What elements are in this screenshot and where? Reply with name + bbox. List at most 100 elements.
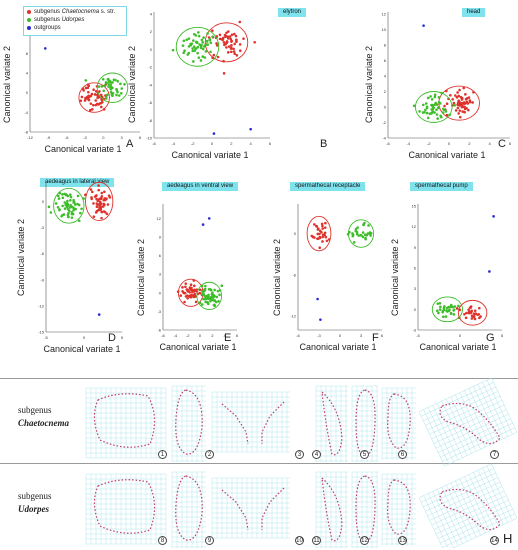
data-point [460, 105, 464, 109]
data-point [94, 211, 98, 214]
x-tick-label: 3 [360, 333, 363, 338]
data-point [233, 32, 236, 36]
figure-number: 11 [312, 536, 321, 545]
data-point [199, 59, 203, 62]
data-point [218, 293, 221, 297]
y-tick-label: 6 [414, 266, 417, 271]
data-point [186, 290, 190, 293]
data-point [233, 42, 236, 46]
data-point [94, 89, 98, 93]
data-point [439, 305, 442, 309]
y-tick-label: 0 [42, 199, 45, 204]
data-point [357, 234, 361, 237]
x-tick-label: 4 [250, 141, 253, 146]
x-tick-label: -5 [416, 333, 420, 338]
data-point [352, 241, 356, 244]
data-point [367, 224, 370, 227]
data-point [321, 240, 324, 243]
data-point [201, 41, 205, 44]
data-point [452, 101, 456, 105]
data-point [203, 56, 207, 59]
data-point [106, 93, 109, 97]
data-point [222, 72, 226, 75]
x-tick-label: -4 [407, 141, 411, 146]
data-point [310, 234, 314, 238]
data-point [323, 226, 327, 229]
x-tick-label: 0 [83, 335, 86, 340]
data-point [426, 116, 430, 120]
data-point [443, 305, 446, 308]
scatter-plot-e: -6 -4 -2 0 2 4 6 -6 -3 0 3 6 9 12 [157, 204, 239, 338]
data-point [441, 315, 445, 319]
data-point [463, 110, 466, 114]
data-point [194, 47, 198, 50]
data-point [88, 95, 91, 98]
data-point [109, 90, 113, 94]
panel-title-d: aedeagus in lateral view [40, 178, 115, 187]
data-point [93, 93, 97, 96]
data-point [355, 230, 359, 234]
data-point [107, 77, 110, 81]
data-point [192, 284, 196, 288]
data-point [238, 43, 242, 46]
data-point [211, 29, 214, 32]
y-tick-label: 12 [412, 224, 417, 229]
data-point [208, 37, 212, 41]
data-point [197, 56, 201, 59]
legend-label-italic: Chaetocnema [61, 9, 100, 15]
data-point [209, 288, 213, 292]
data-point [433, 93, 437, 97]
figure-number: 14 [490, 536, 499, 545]
data-point [116, 90, 119, 94]
legend-item-udorpes: subgenus Udorpes [27, 16, 123, 24]
data-point [60, 214, 63, 218]
data-point [192, 32, 196, 36]
data-point [181, 44, 185, 47]
data-point [99, 93, 103, 97]
data-point [422, 103, 425, 107]
figure-number: 9 [205, 536, 214, 545]
data-point [98, 90, 101, 93]
data-point [320, 222, 324, 226]
data-point [362, 223, 365, 227]
data-point [61, 196, 65, 200]
data-point [230, 44, 233, 47]
data-point [107, 80, 111, 84]
data-point [449, 305, 452, 309]
data-point [213, 288, 216, 292]
data-point [116, 79, 120, 83]
data-point [66, 208, 70, 211]
y-tick-label: 0 [294, 231, 297, 236]
figure-number: 10 [295, 536, 304, 545]
y-tick-label: -10 [146, 136, 153, 141]
head-landmarks-right [261, 487, 285, 530]
data-point [216, 55, 220, 59]
data-point [436, 302, 440, 305]
figure-number: 5 [360, 450, 369, 459]
data-point [348, 230, 351, 234]
data-point [431, 104, 435, 108]
data-point [228, 35, 232, 38]
panel-title-b: elytron [278, 8, 307, 17]
confidence-ellipse [196, 281, 223, 310]
x-tick-label: 6 [236, 333, 239, 338]
data-point [187, 37, 191, 40]
data-point [77, 219, 81, 223]
scatter-plot-b: -6 -4 -2 0 2 4 6 -10 -8 -6 -4 -2 0 2 4 [146, 12, 272, 147]
data-point [435, 103, 439, 106]
data-point [425, 111, 429, 115]
data-point [104, 97, 108, 100]
confidence-ellipse [175, 26, 220, 67]
x-tick-label: -3 [83, 135, 87, 140]
data-point [225, 41, 228, 45]
data-point [200, 284, 204, 288]
data-point [114, 78, 117, 82]
deformation-grid [351, 471, 378, 548]
data-point [171, 48, 175, 52]
deformation-grid [381, 387, 416, 460]
data-point [181, 290, 184, 293]
deformation-grid [85, 387, 167, 459]
data-point [90, 92, 94, 96]
data-point [461, 103, 464, 107]
data-point [202, 292, 205, 296]
